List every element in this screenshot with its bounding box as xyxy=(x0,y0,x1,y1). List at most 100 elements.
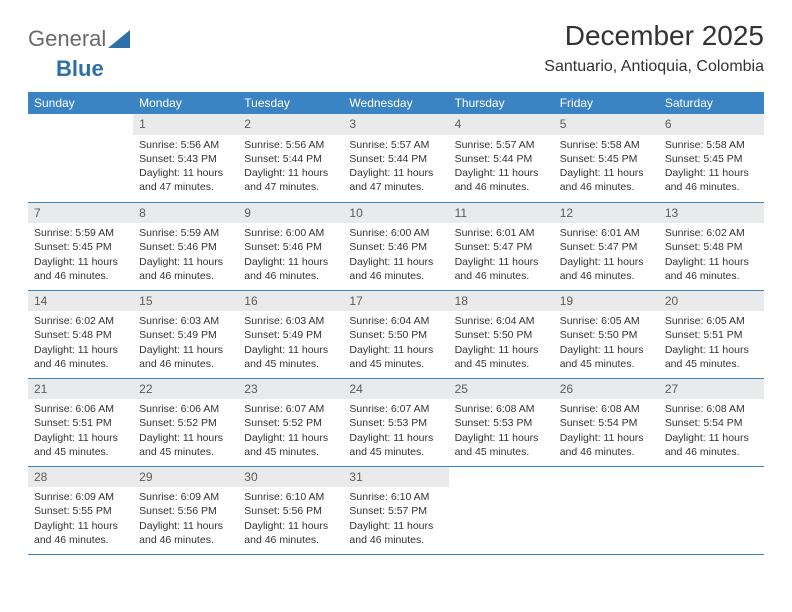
day-number: 20 xyxy=(659,291,764,312)
day-content: Sunrise: 5:58 AMSunset: 5:45 PMDaylight:… xyxy=(554,135,659,199)
day-content: Sunrise: 6:02 AMSunset: 5:48 PMDaylight:… xyxy=(28,311,133,375)
calendar-day-cell: 9Sunrise: 6:00 AMSunset: 5:46 PMDaylight… xyxy=(238,202,343,290)
day-content: Sunrise: 6:07 AMSunset: 5:52 PMDaylight:… xyxy=(238,399,343,463)
daylight-line: Daylight: 11 hours and 46 minutes. xyxy=(244,519,337,547)
day-content: Sunrise: 6:04 AMSunset: 5:50 PMDaylight:… xyxy=(449,311,554,375)
calendar-day-cell: 25 Sunrise: 6:08 AMSunset: 5:53 PMDayligh… xyxy=(449,378,554,466)
logo-text-general: General xyxy=(28,26,106,52)
sunset-line: Sunset: 5:49 PM xyxy=(139,328,232,342)
day-number: 6 xyxy=(659,114,764,135)
day-number: 18 xyxy=(449,291,554,312)
day-number: 22 xyxy=(133,379,238,400)
calendar-day-cell: 31Sunrise: 6:10 AMSunset: 5:57 PMDayligh… xyxy=(343,466,448,554)
day-number: 24 xyxy=(343,379,448,400)
day-content: Sunrise: 6:08 AMSunset: 5:54 PMDaylight:… xyxy=(659,399,764,463)
sunrise-line: Sunrise: 6:09 AM xyxy=(139,490,232,504)
day-content: Sunrise: 5:59 AMSunset: 5:46 PMDaylight:… xyxy=(133,223,238,287)
daylight-line: Daylight: 11 hours and 46 minutes. xyxy=(455,255,548,283)
day-content: Sunrise: 5:57 AMSunset: 5:44 PMDaylight:… xyxy=(343,135,448,199)
sunrise-line: Sunrise: 6:08 AM xyxy=(455,402,548,416)
sunset-line: Sunset: 5:45 PM xyxy=(560,152,653,166)
weekday-header: Wednesday xyxy=(343,92,448,114)
daylight-line: Daylight: 11 hours and 45 minutes. xyxy=(455,431,548,459)
calendar-day-cell: 5Sunrise: 5:58 AMSunset: 5:45 PMDaylight… xyxy=(554,114,659,202)
daylight-line: Daylight: 11 hours and 46 minutes. xyxy=(560,255,653,283)
day-content: Sunrise: 5:57 AMSunset: 5:44 PMDaylight:… xyxy=(449,135,554,199)
sunrise-line: Sunrise: 6:08 AM xyxy=(665,402,758,416)
calendar-day-cell: 11Sunrise: 6:01 AMSunset: 5:47 PMDayligh… xyxy=(449,202,554,290)
sunset-line: Sunset: 5:49 PM xyxy=(244,328,337,342)
calendar-day-cell: 7Sunrise: 5:59 AMSunset: 5:45 PMDaylight… xyxy=(28,202,133,290)
sunrise-line: Sunrise: 6:08 AM xyxy=(560,402,653,416)
sunset-line: Sunset: 5:48 PM xyxy=(665,240,758,254)
day-content: Sunrise: 5:59 AMSunset: 5:45 PMDaylight:… xyxy=(28,223,133,287)
daylight-line: Daylight: 11 hours and 46 minutes. xyxy=(665,431,758,459)
day-number: 11 xyxy=(449,203,554,224)
day-content: Sunrise: 6:03 AMSunset: 5:49 PMDaylight:… xyxy=(238,311,343,375)
day-number: 28 xyxy=(28,467,133,488)
daylight-line: Daylight: 11 hours and 46 minutes. xyxy=(34,255,127,283)
day-content: Sunrise: 6:05 AMSunset: 5:50 PMDaylight:… xyxy=(554,311,659,375)
sunrise-line: Sunrise: 6:03 AM xyxy=(139,314,232,328)
sunset-line: Sunset: 5:43 PM xyxy=(139,152,232,166)
daylight-line: Daylight: 11 hours and 45 minutes. xyxy=(244,431,337,459)
daylight-line: Daylight: 11 hours and 45 minutes. xyxy=(34,431,127,459)
daylight-line: Daylight: 11 hours and 45 minutes. xyxy=(665,343,758,371)
sunset-line: Sunset: 5:51 PM xyxy=(34,416,127,430)
day-number: 17 xyxy=(343,291,448,312)
daylight-line: Daylight: 11 hours and 46 minutes. xyxy=(560,166,653,194)
day-number: 29 xyxy=(133,467,238,488)
daylight-line: Daylight: 11 hours and 46 minutes. xyxy=(560,431,653,459)
sunset-line: Sunset: 5:44 PM xyxy=(349,152,442,166)
day-content: Sunrise: 6:03 AMSunset: 5:49 PMDaylight:… xyxy=(133,311,238,375)
day-number: 10 xyxy=(343,203,448,224)
weekday-header: Tuesday xyxy=(238,92,343,114)
day-number: 31 xyxy=(343,467,448,488)
daylight-line: Daylight: 11 hours and 46 minutes. xyxy=(34,343,127,371)
sunset-line: Sunset: 5:53 PM xyxy=(455,416,548,430)
calendar-day-cell: 6Sunrise: 5:58 AMSunset: 5:45 PMDaylight… xyxy=(659,114,764,202)
calendar-empty-cell xyxy=(554,466,659,554)
daylight-line: Daylight: 11 hours and 46 minutes. xyxy=(349,519,442,547)
calendar-empty-cell xyxy=(28,114,133,202)
daylight-line: Daylight: 11 hours and 47 minutes. xyxy=(349,166,442,194)
day-number: 19 xyxy=(554,291,659,312)
calendar-day-cell: 16Sunrise: 6:03 AMSunset: 5:49 PMDayligh… xyxy=(238,290,343,378)
day-content: Sunrise: 6:10 AMSunset: 5:57 PMDaylight:… xyxy=(343,487,448,551)
sunset-line: Sunset: 5:52 PM xyxy=(139,416,232,430)
calendar-day-cell: 28Sunrise: 6:09 AMSunset: 5:55 PMDayligh… xyxy=(28,466,133,554)
calendar-week-row: 7Sunrise: 5:59 AMSunset: 5:45 PMDaylight… xyxy=(28,202,764,290)
day-content: Sunrise: 6:05 AMSunset: 5:51 PMDaylight:… xyxy=(659,311,764,375)
day-number: 25 xyxy=(449,379,554,400)
daylight-line: Daylight: 11 hours and 47 minutes. xyxy=(244,166,337,194)
calendar-day-cell: 24Sunrise: 6:07 AMSunset: 5:53 PMDayligh… xyxy=(343,378,448,466)
logo: General xyxy=(28,26,132,52)
daylight-line: Daylight: 11 hours and 45 minutes. xyxy=(349,431,442,459)
sunrise-line: Sunrise: 5:59 AM xyxy=(139,226,232,240)
sunrise-line: Sunrise: 6:00 AM xyxy=(244,226,337,240)
sunrise-line: Sunrise: 6:10 AM xyxy=(349,490,442,504)
daylight-line: Daylight: 11 hours and 45 minutes. xyxy=(455,343,548,371)
sunset-line: Sunset: 5:48 PM xyxy=(34,328,127,342)
calendar-week-row: 28Sunrise: 6:09 AMSunset: 5:55 PMDayligh… xyxy=(28,466,764,554)
day-number: 3 xyxy=(343,114,448,135)
weekday-row: SundayMondayTuesdayWednesdayThursdayFrid… xyxy=(28,92,764,114)
day-number: 16 xyxy=(238,291,343,312)
sunset-line: Sunset: 5:54 PM xyxy=(560,416,653,430)
day-content: Sunrise: 6:07 AMSunset: 5:53 PMDaylight:… xyxy=(343,399,448,463)
day-number: 15 xyxy=(133,291,238,312)
logo-text-blue: Blue xyxy=(56,56,104,81)
sunrise-line: Sunrise: 6:05 AM xyxy=(665,314,758,328)
sunset-line: Sunset: 5:44 PM xyxy=(244,152,337,166)
daylight-line: Daylight: 11 hours and 47 minutes. xyxy=(139,166,232,194)
sunset-line: Sunset: 5:56 PM xyxy=(139,504,232,518)
calendar-week-row: 14Sunrise: 6:02 AMSunset: 5:48 PMDayligh… xyxy=(28,290,764,378)
sunrise-line: Sunrise: 6:02 AM xyxy=(34,314,127,328)
day-content: Sunrise: 6:06 AMSunset: 5:51 PMDaylight:… xyxy=(28,399,133,463)
sunset-line: Sunset: 5:46 PM xyxy=(244,240,337,254)
calendar-day-cell: 2Sunrise: 5:56 AMSunset: 5:44 PMDaylight… xyxy=(238,114,343,202)
calendar-body: 1Sunrise: 5:56 AMSunset: 5:43 PMDaylight… xyxy=(28,114,764,554)
sunset-line: Sunset: 5:50 PM xyxy=(560,328,653,342)
day-number: 23 xyxy=(238,379,343,400)
calendar-day-cell: 19Sunrise: 6:05 AMSunset: 5:50 PMDayligh… xyxy=(554,290,659,378)
